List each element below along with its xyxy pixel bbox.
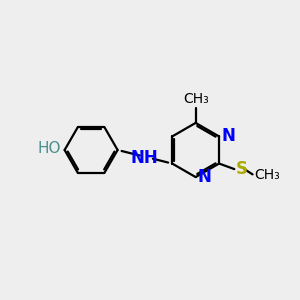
Text: N: N [198,168,212,186]
Text: N: N [221,128,235,146]
Text: CH₃: CH₃ [254,168,280,182]
Text: HO: HO [38,141,61,156]
Text: CH₃: CH₃ [183,92,208,106]
Text: S: S [236,160,248,178]
Text: NH: NH [130,149,158,167]
